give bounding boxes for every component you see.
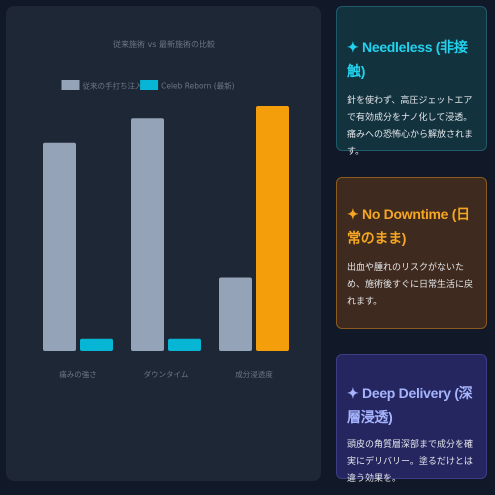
bar-0-1 xyxy=(80,338,113,351)
legend-swatch-0[interactable] xyxy=(61,80,80,90)
feature-card-body: 針を使わず、高圧ジェットエアで有効成分をナノ化して浸透。痛みへの恐怖心から解放さ… xyxy=(347,96,474,157)
chart-legend[interactable]: 従来の手打ち注入 Celeb Reborn (最新) xyxy=(61,80,235,91)
feature-card-title: ✦ Needleless (非接触) xyxy=(347,39,468,79)
bars-group xyxy=(43,106,289,351)
chart-title: 従来施術 vs 最新施術の比較 xyxy=(113,39,215,49)
x-tick-labels: 痛みの強さ ダウンタイム 成分浸透度 xyxy=(59,369,273,379)
bar-0-0 xyxy=(43,142,76,351)
feature-card-body: 頭皮の角質層深部まで成分を確実にデリバリー。塗るだけとは違う効果を。 xyxy=(347,440,474,484)
feature-card-title: ✦ No Downtime (日常のまま) xyxy=(347,206,470,246)
x-tick-label-0: 痛みの強さ xyxy=(59,369,97,379)
feature-card-body: 出血や腫れのリスクがないため、施術後すぐに日常生活に戻れます。 xyxy=(347,263,474,307)
feature-card-deep-delivery: ✦ Deep Delivery (深層浸透) 頭皮の角質層深部まで成分を確実にデ… xyxy=(336,354,487,484)
comparison-bar-chart: 従来施術 vs 最新施術の比較 従来の手打ち注入 Celeb Reborn (最新… xyxy=(43,39,289,379)
feature-card-needleless: ✦ Needleless (非接触) 針を使わず、高圧ジェットエアで有効成分をナ… xyxy=(336,6,487,157)
feature-card-title: ✦ Deep Delivery (深層浸透) xyxy=(347,385,473,425)
bar-1-0 xyxy=(131,118,164,351)
feature-card-no-downtime: ✦ No Downtime (日常のまま) 出血や腫れのリスクがないため、施術後… xyxy=(336,177,487,329)
chart-panel: 従来施術 vs 最新施術の比較 従来の手打ち注入 Celeb Reborn (最新… xyxy=(6,6,321,481)
bar-2-1 xyxy=(256,106,289,351)
x-tick-label-2: 成分浸透度 xyxy=(235,369,273,379)
legend-label-0[interactable]: 従来の手打ち注入 xyxy=(83,81,143,91)
bar-2-0 xyxy=(219,277,252,351)
x-tick-label-1: ダウンタイム xyxy=(144,369,189,379)
bar-1-1 xyxy=(168,338,201,351)
legend-label-1[interactable]: Celeb Reborn (最新) xyxy=(161,81,235,91)
legend-swatch-1[interactable] xyxy=(140,80,159,90)
